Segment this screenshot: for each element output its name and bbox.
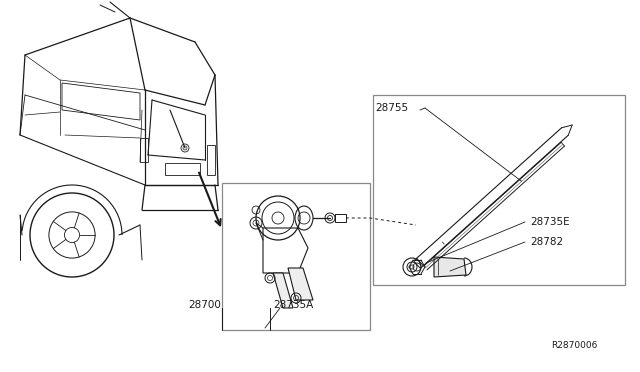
Bar (373, 95, 625, 285)
Text: 28782: 28782 (530, 237, 563, 247)
Polygon shape (288, 268, 313, 300)
Text: 28735E: 28735E (530, 217, 570, 227)
Text: R2870006: R2870006 (552, 340, 598, 350)
Text: 28755: 28755 (375, 103, 408, 113)
Text: 28700: 28700 (188, 300, 221, 310)
Bar (222, 183, 370, 330)
Text: 28735A: 28735A (273, 300, 313, 310)
Polygon shape (273, 273, 293, 308)
Polygon shape (434, 257, 466, 277)
